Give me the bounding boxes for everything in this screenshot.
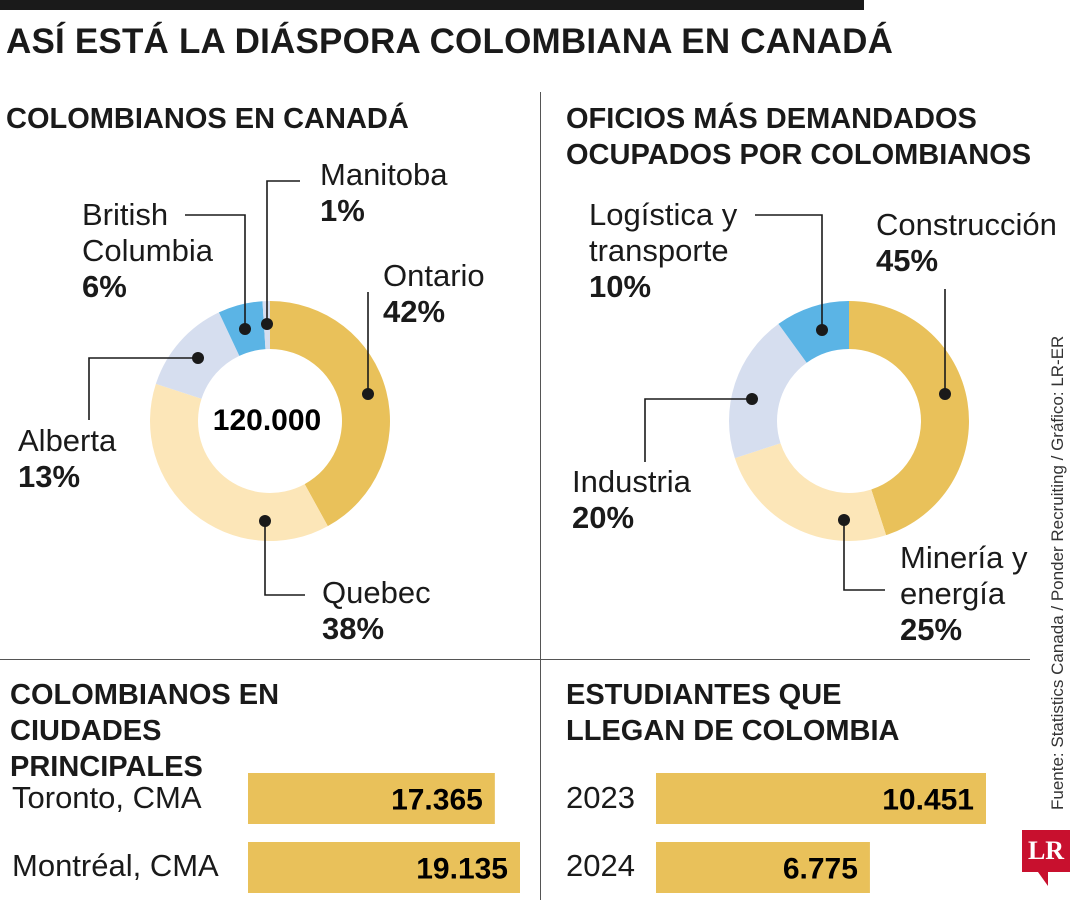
bars-cities: 17.365 19.135 — [248, 773, 520, 893]
leader-mineria — [843, 520, 885, 591]
label-british-columbia-name: British Columbia — [82, 197, 213, 268]
label-mineria-name: Minería y energía — [900, 540, 1028, 611]
label-construccion: Construcción 45% — [876, 207, 1057, 279]
jobs-slice-industria — [729, 323, 807, 459]
students-value-2023: 10.451 — [882, 784, 974, 817]
label-quebec-name: Quebec — [322, 575, 431, 610]
donut-jobs — [729, 301, 970, 541]
students-bar-title: ESTUDIANTES QUE LLEGAN DE COLOMBIA — [566, 679, 900, 747]
donut-center-total: 120.000 — [213, 404, 321, 437]
vertical-divider — [540, 92, 541, 900]
leader-logistica — [755, 214, 823, 330]
label-logistica: Logística y transporte 10% — [589, 197, 759, 305]
marker-manitoba — [261, 318, 273, 330]
lr-logo: LR — [1022, 830, 1070, 872]
marker-ontario — [362, 388, 374, 400]
bars-students: 10.451 6.775 — [656, 773, 986, 893]
label-quebec-pct: 38% — [322, 611, 385, 646]
label-manitoba-name: Manitoba — [320, 157, 448, 192]
label-ontario: Ontario 42% — [383, 258, 485, 330]
marker-logistica — [816, 324, 828, 336]
bar-label-2024: 2024 — [566, 848, 635, 883]
label-mineria: Minería y energía 25% — [900, 540, 1040, 648]
marker-quebec — [259, 515, 271, 527]
horizontal-divider — [0, 659, 1030, 660]
students-value-2024: 6.775 — [783, 853, 858, 886]
label-industria: Industria 20% — [572, 464, 691, 536]
label-alberta: Alberta 13% — [18, 423, 116, 495]
jobs-donut-title: OFICIOS MÁS DEMANDADOS OCUPADOS POR COLO… — [566, 103, 1032, 171]
bar-label-2023: 2023 — [566, 780, 635, 815]
page-title: ASÍ ESTÁ LA DIÁSPORA COLOMBIANA EN CANAD… — [6, 22, 894, 61]
marker-construccion — [939, 388, 951, 400]
bar-label-montreal: Montréal, CMA — [12, 848, 219, 883]
donut-jobs-leaders — [644, 214, 951, 591]
label-construccion-name: Construcción — [876, 207, 1057, 242]
label-construccion-pct: 45% — [876, 243, 939, 278]
marker-industria — [746, 393, 758, 405]
cities-value-montreal-cma: 19.135 — [416, 853, 508, 886]
donut-canada-leaders — [88, 180, 374, 596]
students-bar-2024 — [656, 842, 870, 893]
leader-manitoba — [266, 180, 300, 324]
label-logistica-name: Logística y transporte — [589, 197, 738, 268]
leader-quebec — [264, 521, 305, 596]
label-mineria-pct: 25% — [900, 612, 963, 647]
label-british-columbia: British Columbia 6% — [82, 197, 242, 305]
canada-slice-ontario — [270, 301, 391, 527]
top-rule — [0, 0, 864, 10]
marker-mineria — [838, 514, 850, 526]
bar-label-toronto: Toronto, CMA — [12, 780, 202, 815]
label-quebec: Quebec 38% — [322, 575, 431, 647]
label-logistica-pct: 10% — [589, 269, 652, 304]
label-ontario-name: Ontario — [383, 258, 485, 293]
canada-donut-title: COLOMBIANOS EN CANADÁ — [6, 103, 409, 135]
students-bar-2023 — [656, 773, 986, 824]
label-alberta-pct: 13% — [18, 459, 81, 494]
canada-slice-quebec — [150, 383, 328, 541]
jobs-slice-logistica-y-transporte — [778, 301, 849, 363]
label-industria-pct: 20% — [572, 500, 635, 535]
source-credit: Fuente: Statistics Canada / Ponder Recru… — [1048, 335, 1067, 810]
lr-logo-tail — [1038, 872, 1048, 886]
jobs-slice-mineria-y-energia — [734, 443, 887, 541]
label-industria-name: Industria — [572, 464, 691, 499]
label-alberta-name: Alberta — [18, 423, 117, 458]
label-manitoba-pct: 1% — [320, 193, 365, 228]
leader-british-columbia — [185, 214, 246, 329]
cities-bar-toronto-cma — [248, 773, 495, 824]
cities-bar-title: COLOMBIANOS EN CIUDADES PRINCIPALES — [10, 679, 280, 783]
marker-alberta — [192, 352, 204, 364]
leader-industria — [644, 398, 752, 462]
label-british-columbia-pct: 6% — [82, 269, 127, 304]
cities-bar-montreal-cma — [248, 842, 520, 893]
marker-british-columbia — [239, 323, 251, 335]
label-manitoba: Manitoba 1% — [320, 157, 448, 229]
jobs-slice-construccion — [849, 301, 970, 536]
label-ontario-pct: 42% — [383, 294, 446, 329]
cities-value-toronto-cma: 17.365 — [391, 784, 483, 817]
leader-alberta — [88, 357, 198, 420]
